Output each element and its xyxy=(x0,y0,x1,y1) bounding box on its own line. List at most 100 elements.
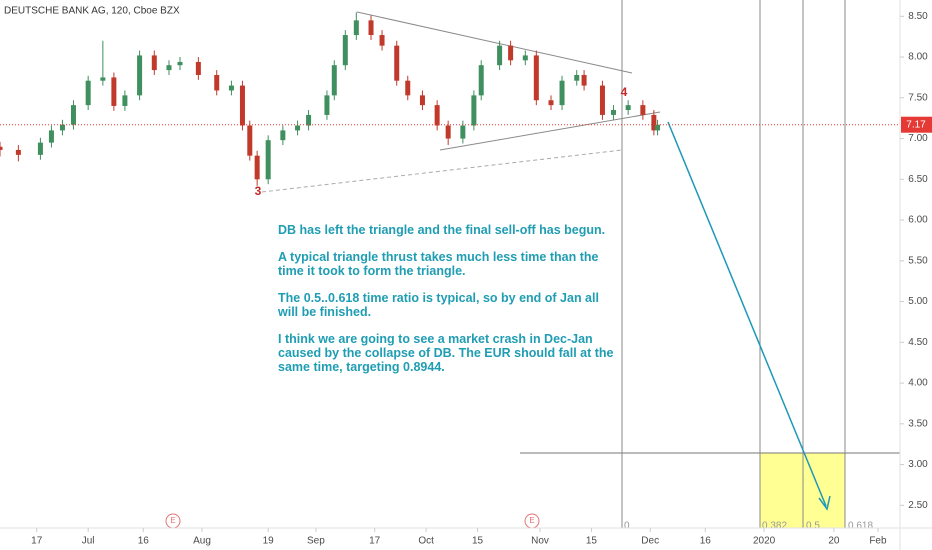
candle-body xyxy=(651,114,657,131)
candle-body xyxy=(306,114,312,126)
candle-body xyxy=(394,45,400,81)
candle-body xyxy=(247,125,253,156)
candle-body xyxy=(434,105,440,126)
candle-body xyxy=(111,77,117,106)
candle-body xyxy=(265,140,271,180)
plot-area: 0 0.382 0.5 0.618 xyxy=(261,0,900,532)
x-tick-label: 19 xyxy=(263,536,275,547)
candle-body xyxy=(419,95,425,106)
annotations: 3 4 E E xyxy=(165,85,831,529)
candle-body xyxy=(471,95,477,126)
candles xyxy=(0,12,661,186)
y-tick-label: 2.50 xyxy=(908,500,928,511)
candle-body xyxy=(460,125,466,139)
x-tick-label: 16 xyxy=(700,536,712,547)
candle-body xyxy=(445,125,451,139)
note-paragraph: The 0.5..0.618 time ratio is typical, so… xyxy=(278,291,599,319)
x-tick-label: Feb xyxy=(869,536,887,547)
candle-body xyxy=(559,80,565,106)
x-tick-label: Aug xyxy=(193,536,211,547)
y-tick-label: 4.00 xyxy=(908,378,928,389)
wave-label: 3 xyxy=(255,184,262,198)
fib-label: 0.5 xyxy=(806,521,820,532)
candle-body xyxy=(497,45,503,66)
candle-body xyxy=(280,130,286,141)
last-price-label: 7.17 xyxy=(906,119,926,130)
candle-body xyxy=(59,124,65,131)
candle-body xyxy=(342,35,348,66)
y-tick-label: 6.00 xyxy=(908,215,928,226)
candle-body xyxy=(48,130,54,143)
candle-body xyxy=(100,77,106,81)
x-tick-label: 16 xyxy=(138,536,150,547)
note-paragraph: A typical triangle thrust takes much les… xyxy=(278,250,599,278)
candle-body xyxy=(254,155,260,180)
earnings-label: E xyxy=(529,516,534,525)
candle-body xyxy=(581,74,587,86)
candle-body xyxy=(214,74,220,91)
candle-body xyxy=(405,80,411,96)
candle-body xyxy=(574,74,580,81)
chart-title: DEUTSCHE BANK AG, 120, Cboe BZX xyxy=(4,6,180,17)
wave-label: 4 xyxy=(621,85,628,99)
candle-body xyxy=(379,35,385,46)
y-tick-label: 4.50 xyxy=(908,337,928,348)
x-tick-label: 17 xyxy=(31,536,43,547)
candle-body xyxy=(368,20,374,36)
candle-body xyxy=(195,61,201,75)
y-tick-label: 5.50 xyxy=(908,255,928,266)
dashed-trend xyxy=(261,149,623,193)
candle-body xyxy=(151,55,157,71)
y-tick-label: 3.00 xyxy=(908,459,928,470)
candle-body xyxy=(85,80,91,106)
candle-body xyxy=(324,95,330,115)
x-tick-label: 15 xyxy=(586,536,598,547)
note: DB has left the triangle and the final s… xyxy=(278,223,618,387)
candle-body xyxy=(548,100,554,106)
candle-body xyxy=(599,85,605,115)
x-tick-label: Oct xyxy=(418,536,434,547)
x-tick-label: 2020 xyxy=(753,536,776,547)
candle-body xyxy=(137,55,143,96)
candle-body xyxy=(640,105,646,115)
candle-body xyxy=(239,85,245,126)
fib-label: 0.618 xyxy=(848,521,873,532)
x-tick-label: 15 xyxy=(472,536,484,547)
candle-body xyxy=(478,65,484,96)
candle-body xyxy=(295,125,301,131)
candle-body xyxy=(533,55,539,101)
candle-body xyxy=(70,105,76,125)
y-tick-label: 7.00 xyxy=(908,133,928,144)
candle-body xyxy=(331,65,337,96)
candle-body xyxy=(15,149,21,155)
y-tick-label: 7.50 xyxy=(908,92,928,103)
y-tick-label: 5.00 xyxy=(908,296,928,307)
note-paragraph: I think we are going to see a market cra… xyxy=(278,332,614,374)
triangle-lower xyxy=(439,111,661,151)
candle-body xyxy=(228,85,234,91)
candle-body xyxy=(37,142,43,155)
earnings-label: E xyxy=(170,516,175,525)
x-tick-label: Sep xyxy=(307,536,325,547)
candle-body xyxy=(625,105,631,111)
triangle-upper xyxy=(356,11,633,74)
candle-body xyxy=(522,55,528,61)
candle-body xyxy=(0,146,3,150)
x-tick-label: 20 xyxy=(828,536,840,547)
arrow-head xyxy=(818,495,831,511)
fib-label: 0.382 xyxy=(762,521,787,532)
x-tick-label: Jul xyxy=(82,536,95,547)
candle-body xyxy=(610,110,616,115)
y-tick-label: 8.50 xyxy=(908,11,928,22)
candle-body xyxy=(508,45,514,61)
x-tick-label: 17 xyxy=(369,536,381,547)
x-tick-label: Nov xyxy=(531,536,549,547)
y-tick-label: 3.50 xyxy=(908,418,928,429)
candle-body xyxy=(655,124,661,131)
x-tick-label: Dec xyxy=(641,536,659,547)
candle-body xyxy=(353,20,359,36)
candle-body xyxy=(166,65,172,71)
y-tick-label: 6.50 xyxy=(908,174,928,185)
